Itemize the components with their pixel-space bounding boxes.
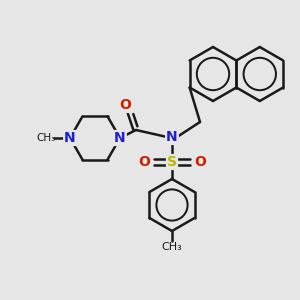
Text: CH₃: CH₃: [36, 133, 56, 143]
Text: O: O: [138, 155, 150, 169]
Text: O: O: [119, 98, 131, 112]
Text: N: N: [114, 131, 126, 145]
Text: S: S: [167, 155, 177, 169]
Text: N: N: [64, 131, 76, 145]
Text: N: N: [166, 130, 178, 144]
Text: CH₃: CH₃: [162, 242, 182, 252]
Text: O: O: [194, 155, 206, 169]
